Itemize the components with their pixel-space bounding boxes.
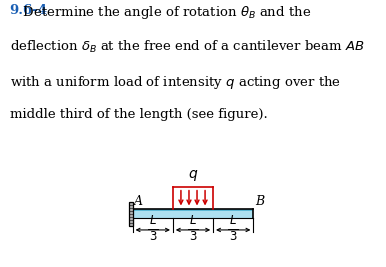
Bar <box>133 209 253 218</box>
Text: A: A <box>134 195 143 208</box>
Bar <box>129 202 133 226</box>
Text: Determine the angle of rotation $\theta_B$ and the: Determine the angle of rotation $\theta_… <box>10 4 311 21</box>
Text: $q$: $q$ <box>188 168 198 183</box>
Text: 3: 3 <box>149 230 156 243</box>
Text: 3: 3 <box>230 230 237 243</box>
Text: B: B <box>255 195 264 208</box>
Bar <box>133 209 253 211</box>
Text: $L$: $L$ <box>189 214 197 227</box>
Text: 3: 3 <box>189 230 197 243</box>
Text: $L$: $L$ <box>149 214 157 227</box>
Text: deflection $\delta_B$ at the free end of a cantilever beam $AB$: deflection $\delta_B$ at the free end of… <box>10 39 364 55</box>
Text: 9.6-4: 9.6-4 <box>10 4 48 17</box>
Text: $L$: $L$ <box>229 214 237 227</box>
Text: with a uniform load of intensity $q$ acting over the: with a uniform load of intensity $q$ act… <box>10 74 341 91</box>
Text: middle third of the length (see figure).: middle third of the length (see figure). <box>10 108 267 121</box>
